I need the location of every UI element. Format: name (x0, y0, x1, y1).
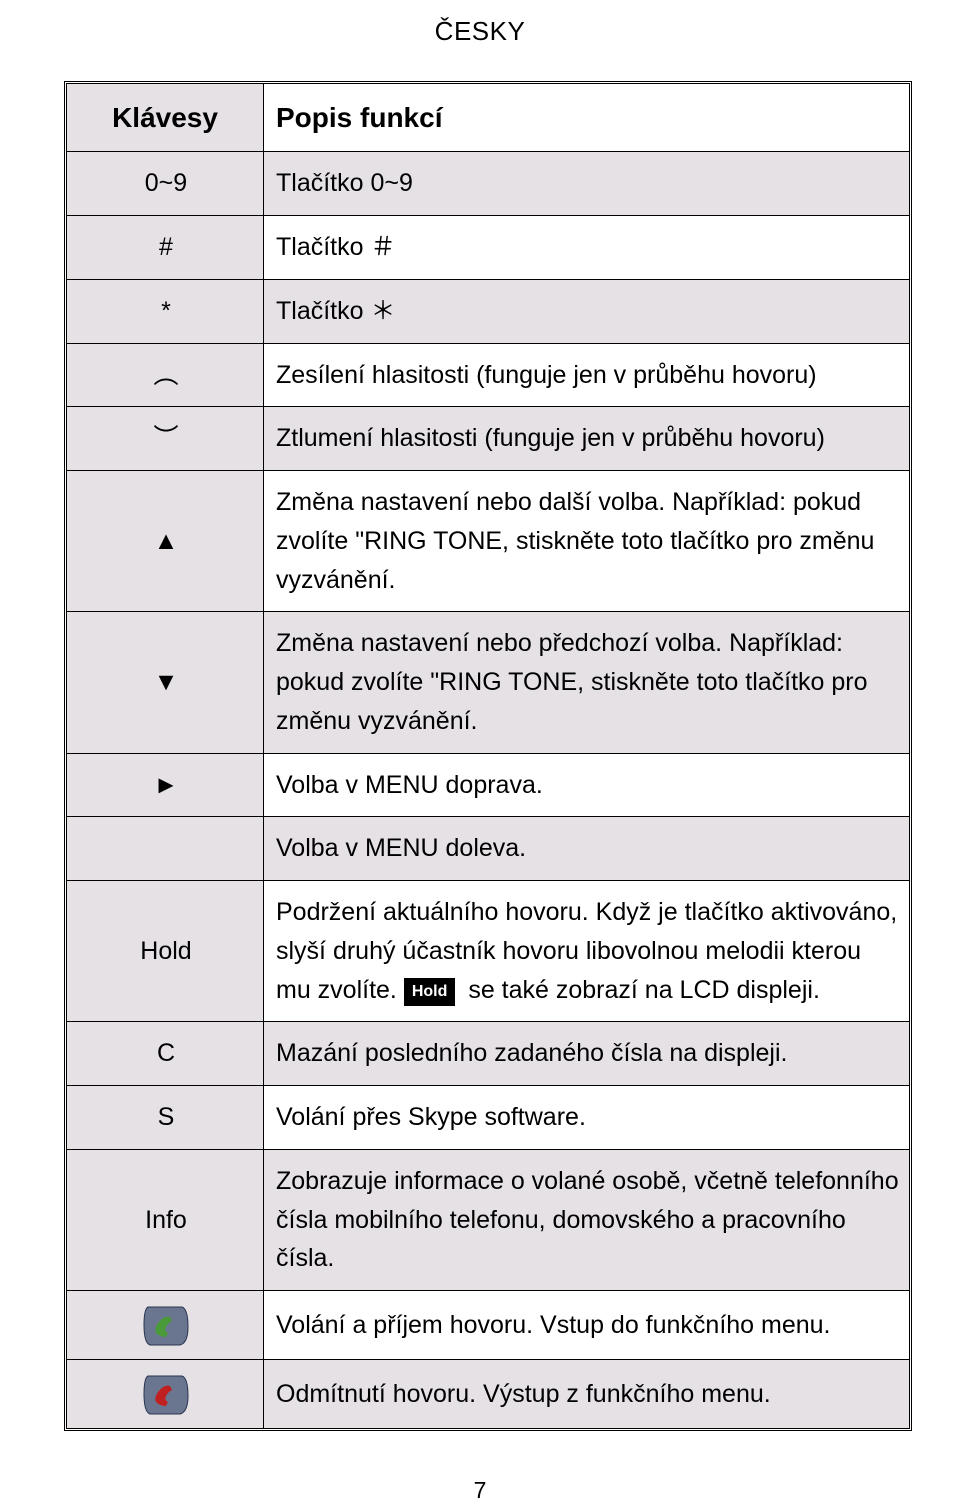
desc-cell: Volání přes Skype software. (264, 1086, 910, 1150)
desc-cell: Volání a příjem hovoru. Vstup do funkční… (264, 1291, 910, 1360)
desc-cell: Zobrazuje informace o volané osobě, včet… (264, 1149, 910, 1290)
desc-cell: Změna nastavení nebo předchozí volba. Na… (264, 612, 910, 753)
key-cell (67, 817, 264, 881)
desc-cell: Zesílení hlasitosti (funguje jen v průbě… (264, 343, 910, 407)
key-cell: 0~9 (67, 152, 264, 216)
desc-cell: Tlačítko ＃ (264, 216, 910, 280)
hangup-icon (142, 1372, 190, 1416)
header-desc: Popis funkcí (264, 84, 910, 152)
key-cell: # (67, 216, 264, 280)
key-cell: * (67, 279, 264, 343)
key-cell (67, 1360, 264, 1429)
desc-cell: Volba v MENU doleva. (264, 817, 910, 881)
page-heading: ČESKY (0, 0, 960, 61)
key-cell: S (67, 1086, 264, 1150)
desc-text: se také zobrazí na LCD displeji. (461, 976, 820, 1004)
key-cell: C (67, 1022, 264, 1086)
desc-cell: Odmítnutí hovoru. Výstup z funkčního men… (264, 1360, 910, 1429)
desc-cell: Tlačítko ＊ (264, 279, 910, 343)
call-icon (142, 1303, 190, 1347)
key-table-container: KlávesyPopis funkcí0~9Tlačítko 0~9#Tlačí… (64, 81, 912, 1431)
desc-cell: Volba v MENU doprava. (264, 753, 910, 817)
key-cell: Hold (67, 881, 264, 1022)
key-cell: ► (67, 753, 264, 817)
key-table: KlávesyPopis funkcí0~9Tlačítko 0~9#Tlačí… (67, 84, 909, 1428)
hold-chip-icon: Hold (404, 978, 456, 1007)
key-cell: ︶ (67, 407, 264, 471)
key-cell (67, 1291, 264, 1360)
desc-cell: Mazání posledního zadaného čísla na disp… (264, 1022, 910, 1086)
header-keys: Klávesy (67, 84, 264, 152)
key-cell: ▲ (67, 471, 264, 612)
desc-cell: Tlačítko 0~9 (264, 152, 910, 216)
key-cell: ▼ (67, 612, 264, 753)
key-cell: ︵ (67, 343, 264, 407)
key-cell: Info (67, 1149, 264, 1290)
desc-cell: Podržení aktuálního hovoru. Když je tlač… (264, 881, 910, 1022)
desc-cell: Ztlumení hlasitosti (funguje jen v průbě… (264, 407, 910, 471)
desc-cell: Změna nastavení nebo další volba. Napřík… (264, 471, 910, 612)
page-number: 7 (0, 1477, 960, 1504)
